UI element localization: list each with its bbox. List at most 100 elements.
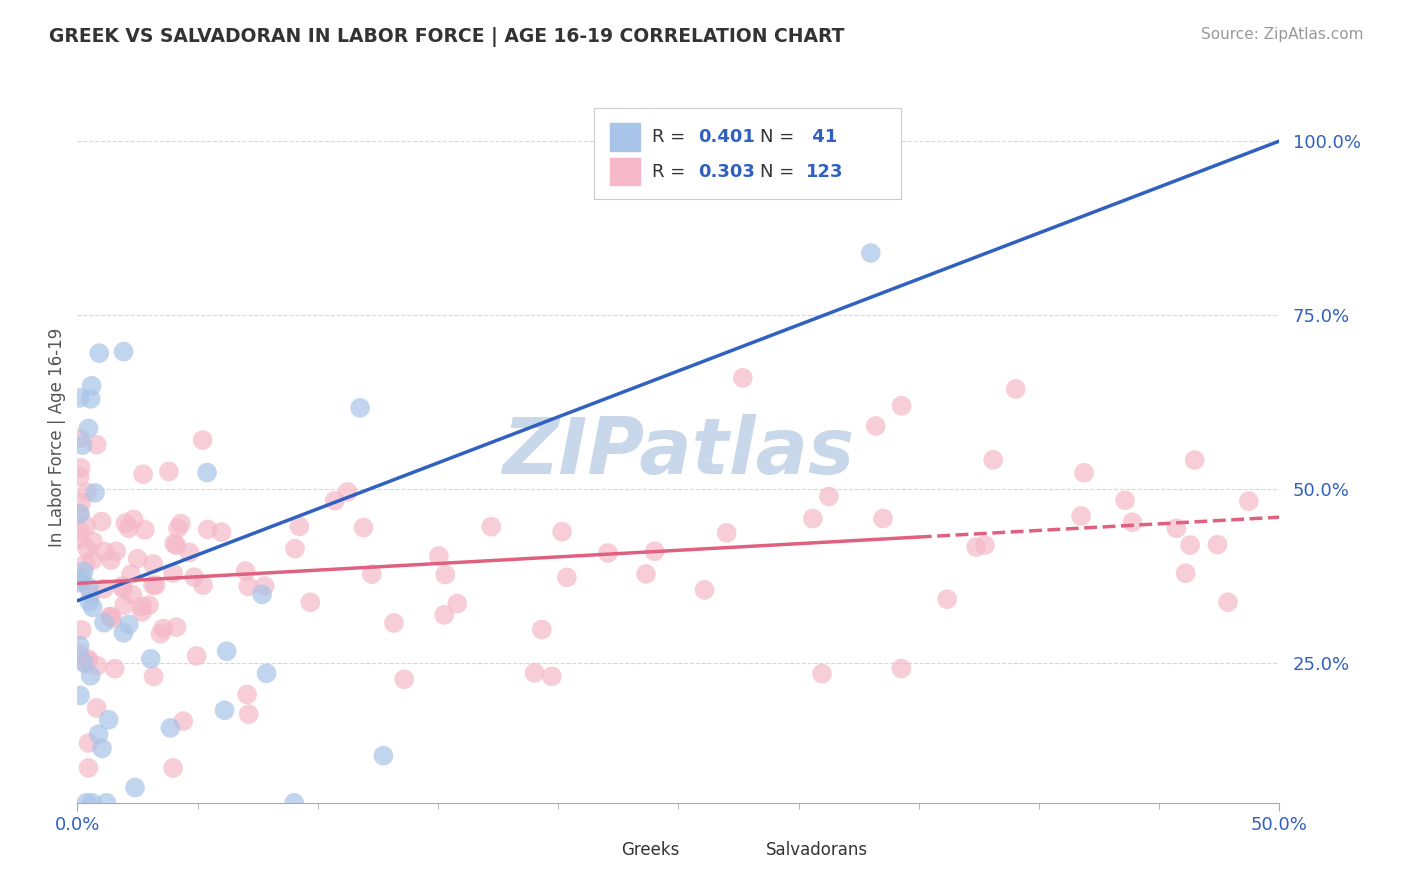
Point — [89, 346, 111, 360]
Point — [149, 627, 172, 641]
Point — [69, 506, 91, 520]
Point — [69, 639, 91, 653]
Point — [75, 557, 97, 571]
Point — [122, 512, 145, 526]
Point — [97, 713, 120, 727]
Point — [93, 544, 115, 558]
Point — [142, 669, 165, 683]
Point — [693, 582, 716, 597]
Point — [121, 588, 143, 602]
Text: R =: R = — [652, 162, 690, 180]
Point — [70, 623, 93, 637]
Point — [353, 520, 375, 534]
Point — [111, 579, 134, 593]
Point — [93, 615, 115, 630]
Point — [215, 644, 238, 658]
Point — [87, 727, 110, 741]
Bar — [610, 123, 640, 151]
Point — [872, 511, 894, 525]
Point — [100, 553, 122, 567]
Point — [479, 519, 502, 533]
Point — [250, 587, 273, 601]
Point — [299, 595, 322, 609]
Point — [82, 600, 104, 615]
Point — [86, 658, 108, 673]
Point — [283, 796, 305, 810]
Text: Source: ZipAtlas.com: Source: ZipAtlas.com — [1201, 27, 1364, 42]
Point — [167, 521, 190, 535]
Point — [131, 599, 153, 614]
Point — [163, 536, 186, 550]
Point — [127, 551, 149, 566]
Point — [104, 662, 127, 676]
Point — [112, 344, 135, 359]
Point — [101, 612, 124, 626]
Text: N =: N = — [761, 162, 800, 180]
Point — [120, 567, 142, 582]
Point — [162, 566, 184, 580]
Point — [79, 588, 101, 602]
Point — [69, 524, 91, 538]
Point — [284, 541, 307, 556]
Point — [69, 431, 91, 445]
Point — [145, 578, 167, 592]
Point — [890, 399, 912, 413]
Bar — [610, 158, 640, 186]
Point — [253, 579, 276, 593]
Point — [349, 401, 371, 415]
Point — [382, 615, 405, 630]
Point — [360, 567, 382, 582]
Point — [1184, 453, 1206, 467]
Point — [77, 736, 100, 750]
Bar — [588, 839, 614, 862]
Point — [132, 467, 155, 482]
Text: N =: N = — [761, 128, 800, 146]
Point — [427, 549, 450, 563]
Point — [811, 117, 834, 131]
Point — [540, 669, 562, 683]
Point — [434, 567, 457, 582]
Point — [159, 721, 181, 735]
Point — [69, 391, 91, 405]
Text: 0.401: 0.401 — [697, 128, 755, 146]
Point — [811, 666, 834, 681]
Point — [731, 371, 754, 385]
Point — [236, 687, 259, 701]
Point — [197, 523, 219, 537]
Point — [80, 669, 103, 683]
Point — [73, 565, 96, 579]
Text: Salvadorans: Salvadorans — [766, 841, 869, 859]
Point — [69, 575, 91, 590]
Point — [1166, 521, 1188, 535]
Point — [195, 466, 218, 480]
Point — [86, 438, 108, 452]
Point — [90, 515, 112, 529]
Point — [865, 419, 887, 434]
Point — [170, 516, 193, 531]
Point — [84, 486, 107, 500]
Point — [1121, 515, 1143, 529]
Point — [523, 665, 546, 680]
Point — [152, 622, 174, 636]
Point — [100, 609, 122, 624]
Point — [69, 532, 91, 546]
Point — [191, 578, 214, 592]
Point — [1178, 538, 1201, 552]
Point — [69, 575, 91, 590]
Point — [69, 689, 91, 703]
Point — [172, 714, 194, 728]
Point — [77, 652, 100, 666]
Point — [75, 519, 97, 533]
Point — [1206, 538, 1229, 552]
Point — [186, 648, 208, 663]
Text: GREEK VS SALVADORAN IN LABOR FORCE | AGE 16-19 CORRELATION CHART: GREEK VS SALVADORAN IN LABOR FORCE | AGE… — [49, 27, 845, 46]
Point — [124, 780, 146, 795]
Point — [157, 465, 180, 479]
Point — [1070, 508, 1092, 523]
Point — [112, 582, 135, 596]
Point — [70, 571, 93, 585]
Point — [214, 703, 236, 717]
FancyBboxPatch shape — [595, 108, 901, 200]
Point — [77, 580, 100, 594]
Point — [859, 246, 882, 260]
